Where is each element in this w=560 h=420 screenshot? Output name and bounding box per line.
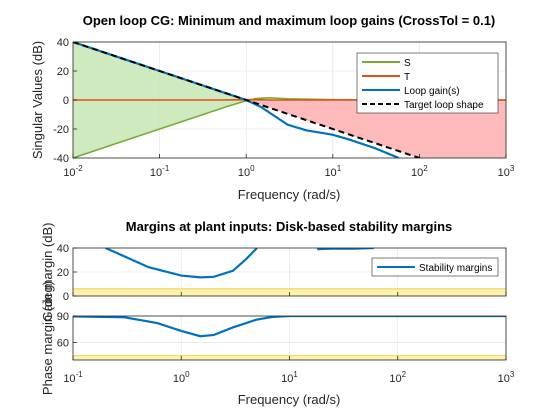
loop-gain-chart: Open loop CG: Minimum and maximum loop g… — [30, 13, 515, 202]
phase-margin-line — [73, 316, 506, 338]
chart1-x-tick-label: 103 — [498, 164, 515, 179]
chart1-x-tick-label: 10-1 — [150, 164, 170, 179]
legend-label-margins: Stability margins — [419, 263, 492, 274]
chart2-legend: Stability margins — [371, 257, 499, 277]
chart1-y-tick-label: -40 — [53, 153, 69, 165]
legend-label-target: Target loop shape — [404, 100, 484, 111]
gain-ylabel: Gain margin (dB) — [40, 223, 55, 322]
chart2-ticks: 10-1 100 101 102 103 0 20 40 60 90 — [57, 243, 515, 385]
gain-y-tick-label: 0 — [63, 291, 69, 303]
chart2-x-tick-label: 10-1 — [63, 370, 83, 385]
chart1-xlabel: Frequency (rad/s) — [238, 187, 341, 202]
phase-ylabel: Phase margin (deg) — [40, 281, 55, 395]
chart2-legend-box — [371, 257, 499, 277]
chart1-y-tick-label: 40 — [57, 37, 69, 49]
chart1-x-tick-label: 102 — [411, 164, 428, 179]
chart1-ylabel: Singular Values (dB) — [30, 41, 45, 159]
phase-lines — [73, 316, 506, 338]
chart2-x-tick-label: 100 — [173, 370, 190, 385]
chart1-ticks: 10-2 10-1 100 101 102 103 -40 -20 0 20 40 — [53, 37, 515, 179]
legend-label-loop: Loop gain(s) — [404, 86, 460, 97]
chart2-x-tick-label: 103 — [498, 370, 515, 385]
chart1-y-tick-label: -20 — [53, 124, 69, 136]
gain-y-tick-label: 40 — [57, 243, 69, 255]
chart1-legend: S T Loop gain(s) Target loop shape — [356, 52, 499, 114]
chart2-x-tick-label: 102 — [389, 370, 406, 385]
chart2-x-tick-label: 101 — [281, 370, 298, 385]
chart1-red-region — [246, 100, 506, 158]
legend-label-s: S — [404, 58, 411, 69]
phase-y-tick-label: 60 — [57, 337, 69, 349]
chart1-x-tick-label: 10-2 — [63, 164, 83, 179]
chart1-y-tick-label: 0 — [63, 95, 69, 107]
chart1-title: Open loop CG: Minimum and maximum loop g… — [83, 13, 496, 28]
phase-y-tick-label: 90 — [57, 311, 69, 323]
gain-margin-line — [105, 248, 258, 279]
gain-y-tick-label: 20 — [57, 267, 69, 279]
chart2-xlabel: Frequency (rad/s) — [238, 392, 341, 407]
chart1-x-tick-label: 100 — [238, 164, 255, 179]
margins-chart: Margins at plant inputs: Disk-based stab… — [40, 219, 515, 407]
chart1-x-tick-label: 101 — [324, 164, 341, 179]
chart1-y-tick-label: 20 — [57, 66, 69, 78]
legend-label-t: T — [404, 72, 410, 83]
chart2-title: Margins at plant inputs: Disk-based stab… — [126, 219, 453, 234]
